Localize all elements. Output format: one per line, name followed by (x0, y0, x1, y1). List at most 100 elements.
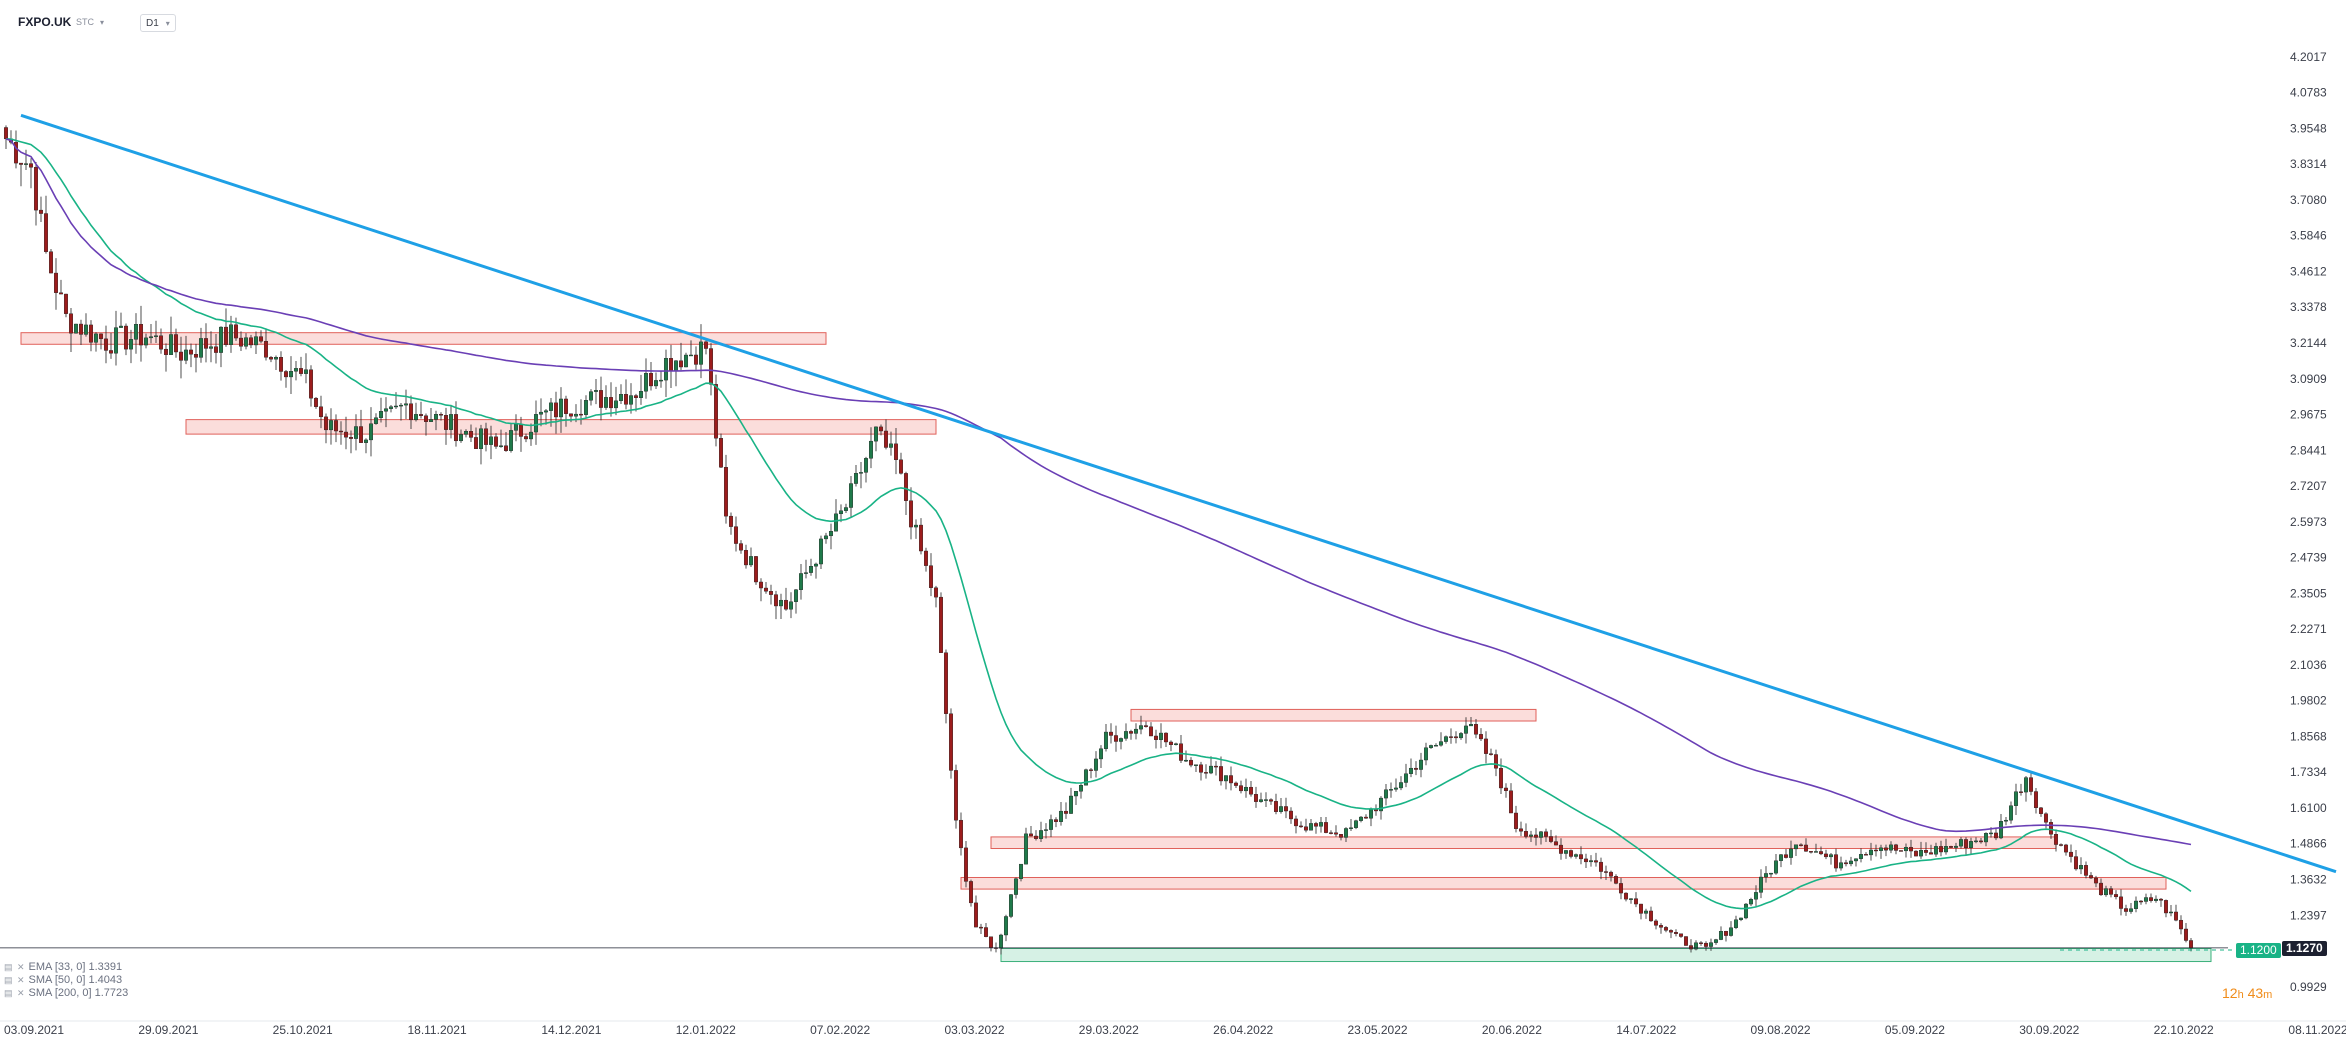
candle-body (599, 390, 604, 408)
price-tick-label: 2.1036 (2290, 658, 2327, 672)
price-tick-label: 4.0783 (2290, 86, 2327, 100)
price-tick-label: 1.3632 (2290, 872, 2327, 886)
candle-body (354, 426, 359, 439)
timeframe-selector[interactable]: D1 ▾ (140, 14, 176, 32)
price-tick-label: 1.9802 (2290, 694, 2327, 708)
candle-body (1643, 910, 1648, 914)
candle-body (654, 380, 659, 387)
candle-body (213, 346, 218, 353)
candle-body (694, 354, 699, 365)
resistance-zone (20, 332, 827, 345)
candle-body (2148, 897, 2153, 901)
candle-body (899, 459, 904, 474)
candle-body (1493, 754, 1498, 769)
price-tick-label: 3.4612 (2290, 264, 2327, 278)
symbol-label[interactable]: FXPO.UK (18, 15, 72, 29)
candle-body (1268, 799, 1273, 802)
candle-body (459, 434, 464, 442)
candle-body (404, 403, 409, 406)
candle-body (924, 550, 929, 566)
candle-body (519, 423, 524, 437)
settings-close-icon[interactable]: ▤ ✕ (4, 961, 26, 972)
candle-body (334, 420, 339, 432)
indicator-ema33[interactable]: ▤ ✕ EMA [33, 0] 1.3391 (4, 961, 122, 973)
candle-body (1133, 728, 1138, 734)
candle-body (1448, 736, 1453, 738)
time-tick-label: 03.09.2021 (4, 1023, 64, 1037)
candle-body (929, 565, 934, 588)
candle-body (1348, 827, 1353, 829)
source-selector[interactable]: STC ▾ (76, 14, 104, 30)
time-tick-label: 30.09.2022 (2019, 1023, 2079, 1037)
candle-body (1193, 764, 1198, 766)
candle-body (1353, 820, 1358, 828)
candle-body (709, 348, 714, 385)
candle-body (614, 400, 619, 409)
candle-body (479, 428, 484, 449)
candle-body (68, 313, 73, 334)
candle-body (2073, 856, 2078, 870)
indicator-sma200[interactable]: ▤ ✕ SMA [200, 0] 1.7723 (4, 987, 128, 999)
candle-body (1313, 823, 1318, 827)
candle-body (954, 770, 959, 821)
candle-body (1983, 833, 1988, 843)
time-tick-label: 29.03.2022 (1079, 1023, 1139, 1037)
settings-close-icon[interactable]: ▤ ✕ (4, 987, 26, 998)
candle-body (1833, 854, 1838, 869)
candle-body (1878, 847, 1883, 851)
candle-body (1863, 854, 1868, 856)
settings-close-icon[interactable]: ▤ ✕ (4, 974, 26, 985)
candle-body (569, 413, 574, 417)
candle-body (2028, 777, 2033, 792)
candle-body (1333, 832, 1338, 835)
price-tick-label: 2.9675 (2290, 408, 2327, 422)
candle-body (1883, 847, 1888, 851)
candle-body (1103, 731, 1108, 749)
candle-body (1014, 878, 1019, 895)
candle-body (364, 439, 369, 443)
candle-body (168, 334, 173, 355)
candle-body (1558, 844, 1563, 854)
candles-layer (3, 125, 2193, 955)
price-tick-label: 1.8568 (2290, 729, 2327, 743)
candle-body (2043, 813, 2048, 823)
candle-body (1173, 743, 1178, 745)
indicator-sma50[interactable]: ▤ ✕ SMA [50, 0] 1.4043 (4, 974, 122, 986)
candle-body (1828, 854, 1833, 858)
time-tick-label: 07.02.2022 (810, 1023, 870, 1037)
candle-body (379, 411, 384, 418)
candle-body (629, 395, 634, 405)
candle-body (2018, 791, 2023, 793)
candle-body (714, 384, 719, 439)
candle-body (1943, 846, 1948, 853)
candle-body (409, 403, 414, 421)
price-tick-label: 2.7207 (2290, 479, 2327, 493)
candle-body (374, 417, 379, 424)
candle-body (979, 926, 984, 929)
candle-body (424, 415, 429, 422)
indicator-label: SMA [200, 0] 1.7723 (28, 987, 129, 999)
candle-body (634, 395, 639, 398)
candle-body (1988, 832, 1993, 835)
candle-body (639, 391, 644, 398)
candle-body (1388, 789, 1393, 791)
candle-body (509, 430, 514, 451)
price-tick-label: 2.5973 (2290, 515, 2327, 529)
candle-body (1578, 854, 1583, 860)
candle-body (1068, 795, 1073, 814)
candle-body (289, 371, 294, 378)
indicator-label: EMA [33, 0] 1.3391 (28, 961, 123, 973)
candle-body (784, 599, 789, 610)
candle-body (1683, 936, 1688, 946)
candle-body (1168, 741, 1173, 745)
candle-body (1343, 828, 1348, 838)
candle-body (1898, 850, 1903, 852)
candle-body (1583, 858, 1588, 863)
candle-body (2008, 805, 2013, 821)
candle-body (1298, 825, 1303, 828)
candle-body (1403, 773, 1408, 783)
sma200-line (5, 138, 2192, 846)
candle-body (1538, 831, 1543, 838)
candle-body (314, 397, 319, 407)
